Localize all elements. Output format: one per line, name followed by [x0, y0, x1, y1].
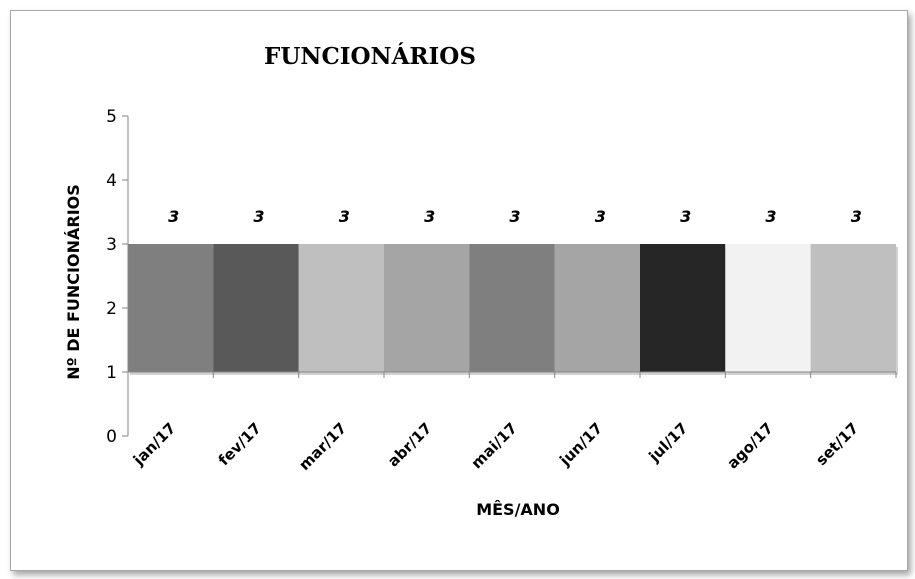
x-tick-label: jun/17 [555, 419, 606, 470]
y-tick-label: 1 [106, 363, 117, 383]
x-axis-label: MÊS/ANO [476, 500, 560, 519]
y-axis-label: Nº DE FUNCIONÁRIOS [64, 184, 83, 380]
y-tick-label: 5 [106, 107, 117, 127]
chart-title: FUNCIONÁRIOS [264, 43, 476, 70]
x-tick-label: fev/17 [215, 419, 265, 469]
bar-chart: FUNCIONÁRIOS Nº DE FUNCIONÁRIOS MÊS/ANO … [64, 43, 898, 519]
data-label: 3 [253, 207, 264, 226]
data-label: 3 [851, 207, 862, 226]
x-tick-label: jan/17 [129, 419, 179, 469]
x-tick-label: ago/17 [723, 419, 776, 472]
bar [810, 244, 896, 372]
data-label: 3 [339, 207, 350, 226]
bar [640, 244, 726, 372]
y-tick-label: 0 [106, 427, 117, 447]
data-label: 3 [424, 207, 435, 226]
bar [128, 244, 214, 372]
y-tick-label: 3 [106, 235, 117, 255]
bar [469, 244, 555, 372]
data-label: 3 [765, 207, 776, 226]
x-axis: jan/17 fev/17 mar/17 abr/17 mai/17 jun/17 jul/… [127, 371, 897, 474]
bar [213, 244, 299, 372]
data-labels-layer: 3 3 3 3 3 3 3 3 3 [168, 207, 862, 226]
bar [384, 244, 470, 372]
x-tick-label: jul/17 [645, 419, 692, 466]
bars-layer [128, 244, 898, 375]
data-label: 3 [595, 207, 606, 226]
x-tick-label: abr/17 [384, 419, 435, 470]
y-tick-label: 4 [106, 171, 117, 191]
bar [554, 244, 640, 372]
data-label: 3 [509, 207, 520, 226]
data-label: 3 [680, 207, 691, 226]
x-tick-label: mai/17 [468, 419, 521, 472]
chart-frame: FUNCIONÁRIOS Nº DE FUNCIONÁRIOS MÊS/ANO … [10, 10, 908, 571]
bar [298, 244, 384, 372]
x-tick-label: set/17 [812, 419, 862, 469]
bar [725, 244, 811, 372]
x-tick-label: mar/17 [295, 419, 350, 474]
y-tick-label: 2 [106, 299, 117, 319]
y-axis: 0 1 2 3 4 5 [106, 107, 129, 447]
data-label: 3 [168, 207, 179, 226]
